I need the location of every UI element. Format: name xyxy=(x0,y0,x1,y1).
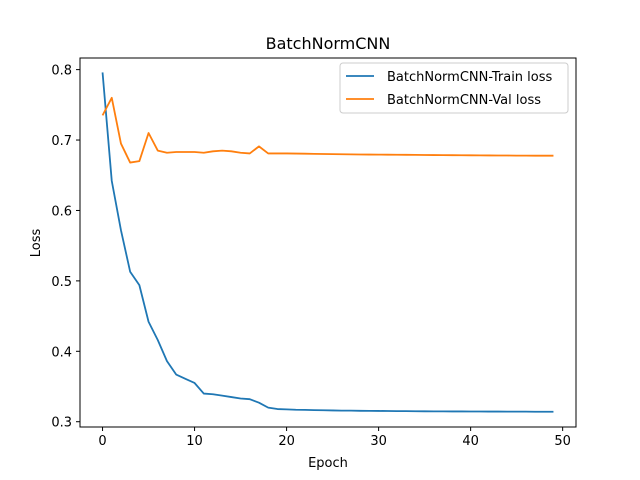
y-axis: 0.3 0.4 0.5 0.6 0.7 0.8 xyxy=(51,64,80,431)
x-tick-label: 20 xyxy=(278,434,295,449)
series-line-0 xyxy=(101,72,554,413)
legend-label-0: BatchNormCNN-Train loss xyxy=(387,70,553,85)
legend-box xyxy=(339,62,569,114)
x-tick-label: 0 xyxy=(98,434,106,449)
y-tick-label: 0.5 xyxy=(51,275,72,290)
legend-label-1: BatchNormCNN-Val loss xyxy=(387,93,541,108)
x-tick-label: 50 xyxy=(554,434,571,449)
plot-frame xyxy=(79,57,577,428)
x-axis-label: Epoch xyxy=(308,456,348,471)
y-tick-label: 0.8 xyxy=(51,64,72,79)
y-tick-label: 0.4 xyxy=(51,345,72,360)
series-line-1 xyxy=(101,96,554,164)
y-tick-label: 0.6 xyxy=(51,204,72,219)
legend: BatchNormCNN-Train loss BatchNormCNN-Val … xyxy=(339,62,569,114)
x-tick-label: 10 xyxy=(186,434,203,449)
chart-title: BatchNormCNN xyxy=(266,34,391,53)
y-tick-label: 0.7 xyxy=(51,134,72,149)
x-tick-label: 40 xyxy=(462,434,479,449)
y-axis-label: Loss xyxy=(29,229,44,258)
x-axis: 0 10 20 30 40 50 xyxy=(98,427,571,449)
y-tick-label: 0.3 xyxy=(51,416,72,431)
x-tick-label: 30 xyxy=(370,434,387,449)
plot-area xyxy=(101,72,554,413)
